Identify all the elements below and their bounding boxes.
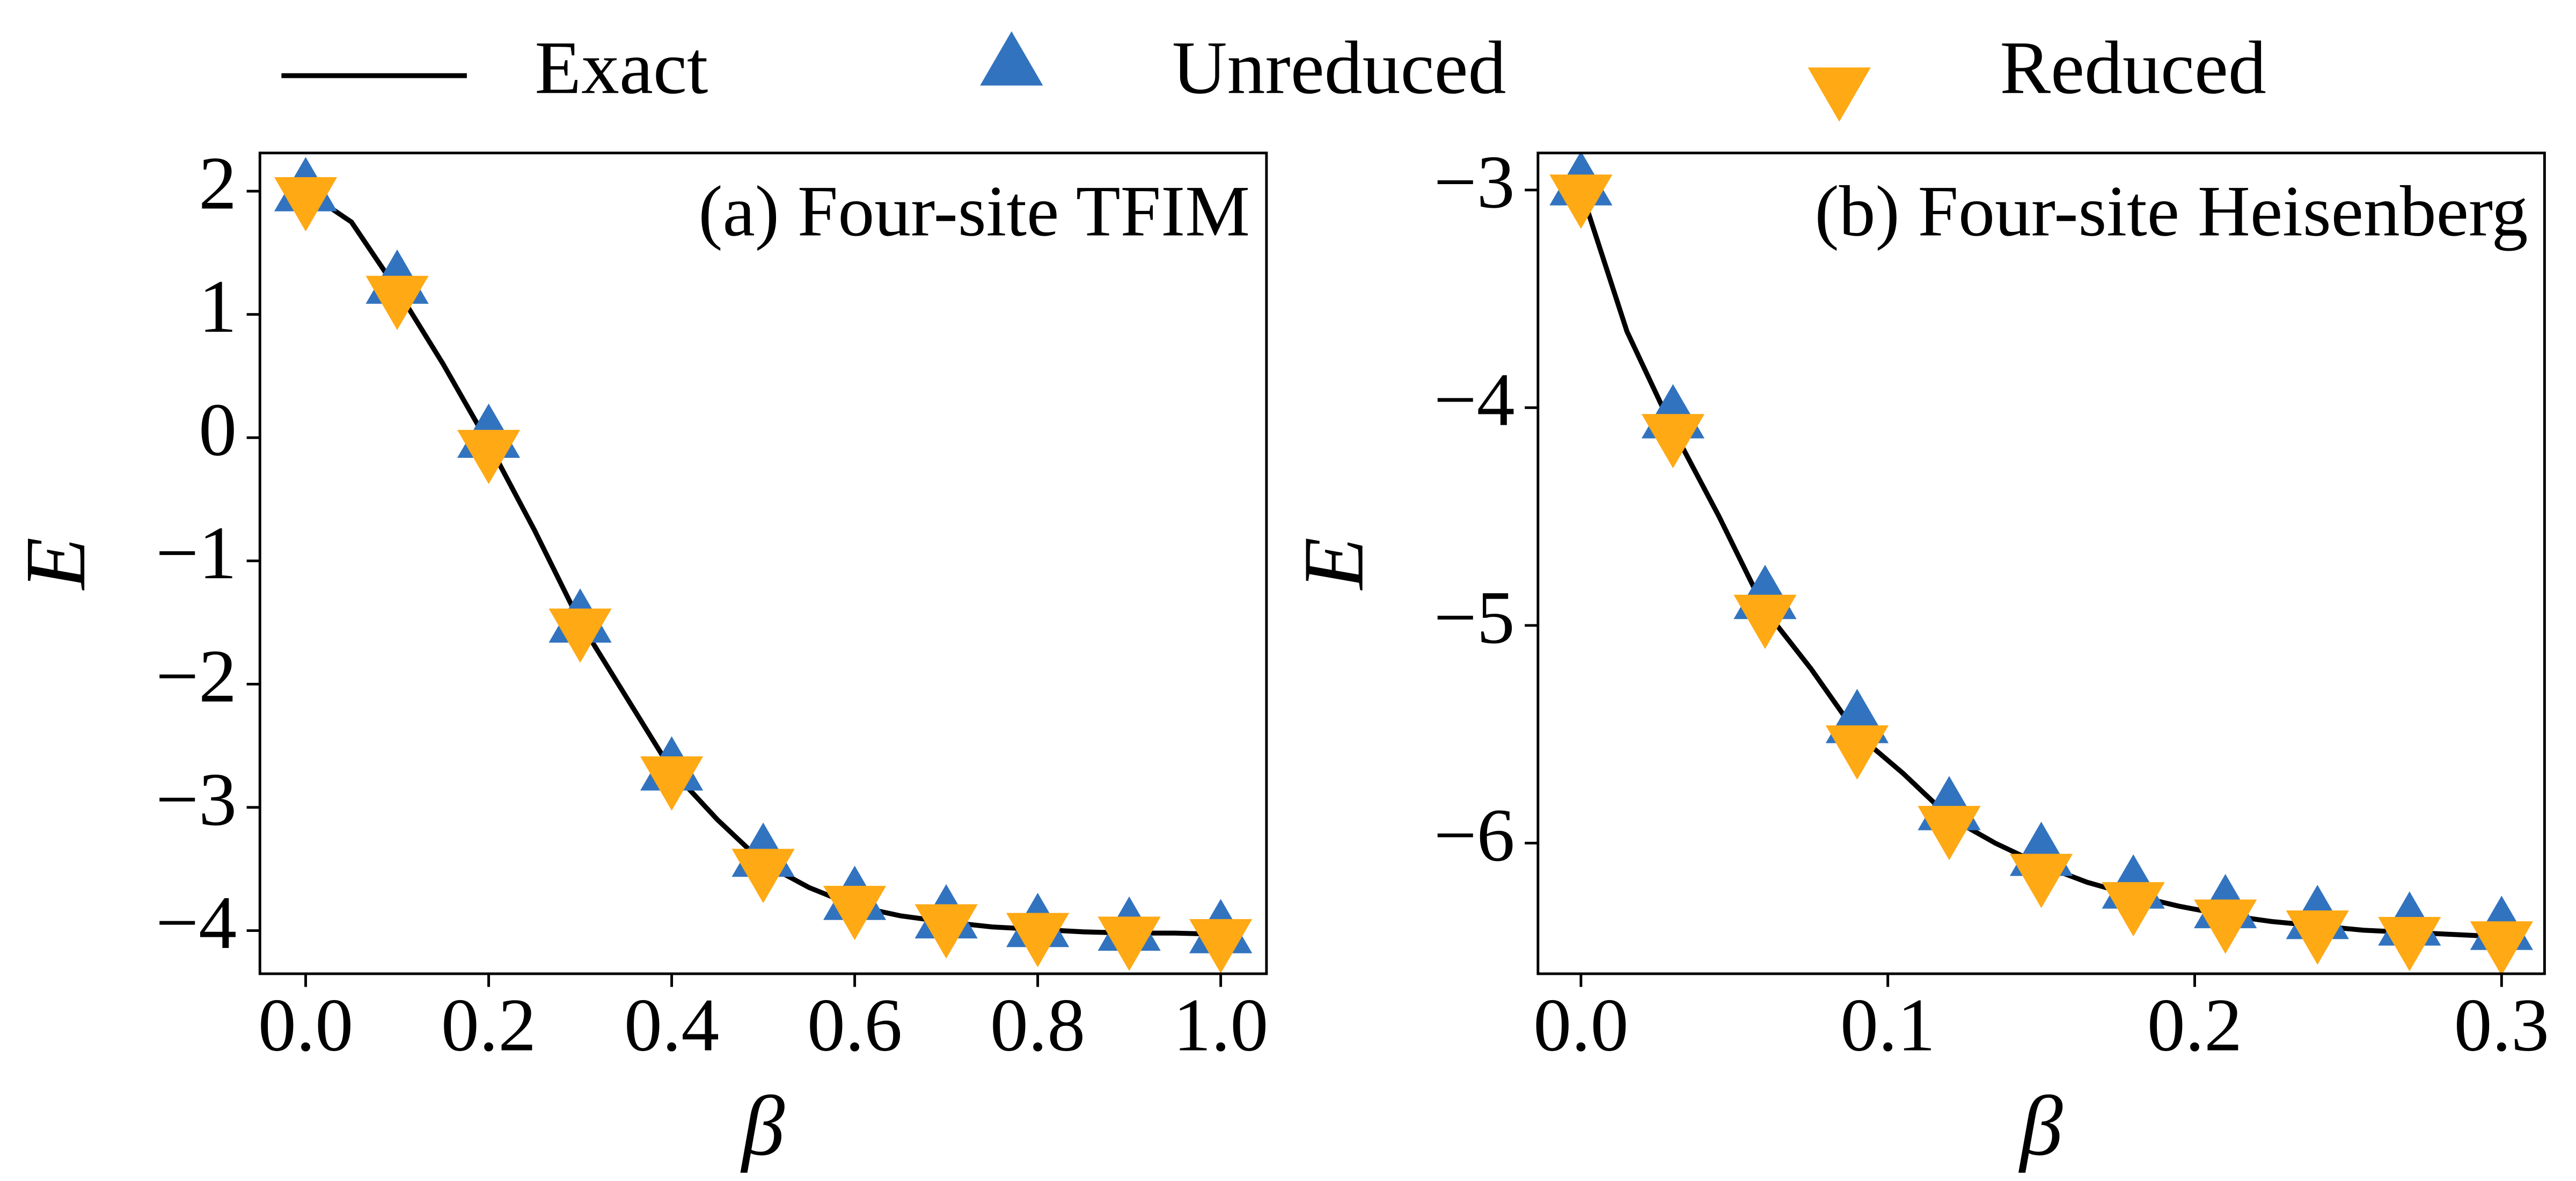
- marker: [1641, 414, 1705, 469]
- marker: [1097, 916, 1161, 971]
- y-axis-label: E: [1286, 537, 1381, 590]
- marker: [1549, 174, 1613, 229]
- marker: [2009, 854, 2073, 908]
- x-tick-label: 0.1: [1840, 983, 1935, 1067]
- axes-frame: [258, 151, 1268, 975]
- y-tick-label: 2: [199, 141, 237, 225]
- marker: [274, 177, 338, 232]
- annotation: (a) Four-site TFIM: [698, 171, 1250, 251]
- y-tick-label: −1: [156, 511, 237, 595]
- legend-marker: [980, 31, 1043, 86]
- plot-area: [274, 157, 1253, 974]
- plot-area: [1549, 152, 2533, 974]
- marker: [1825, 725, 1889, 780]
- x-tick-label: 0.4: [624, 983, 719, 1067]
- marker: [2470, 921, 2533, 974]
- marker: [2378, 917, 2441, 972]
- y-tick-label: 0: [199, 388, 237, 471]
- panel: 0.0 0.2 0.4 0.6 0.8 1.0 2 1 0 −1 −2 −3 −4 β E (a) Four-…: [8, 141, 1269, 1173]
- legend-marker: [1807, 67, 1871, 122]
- marker: [1918, 806, 1981, 861]
- marker: [1733, 594, 1797, 650]
- x-tick-label: 0.3: [2454, 983, 2549, 1067]
- marker: [2194, 899, 2257, 954]
- marker: [2286, 910, 2349, 965]
- x-tick-label: 0.2: [2147, 983, 2242, 1067]
- legend-label: Reduced: [2000, 26, 2266, 110]
- marker: [1006, 913, 1070, 967]
- marker: [2102, 882, 2165, 937]
- x-tick-label: 0.8: [990, 983, 1085, 1067]
- y-tick-label: −5: [1434, 575, 1515, 659]
- x-tick-label: 0.0: [1533, 983, 1628, 1067]
- marker: [914, 904, 978, 959]
- y-tick-label: 1: [199, 264, 237, 348]
- y-tick-label: −3: [156, 757, 237, 841]
- legend: Exact Unreduced Reduced: [281, 26, 2266, 122]
- y-tick-label: −4: [1434, 358, 1515, 441]
- marker: [823, 886, 887, 941]
- marker: [365, 275, 429, 330]
- y-tick-label: −3: [1434, 140, 1515, 224]
- y-tick-label: −2: [156, 634, 237, 718]
- x-axis-label: β: [740, 1078, 785, 1173]
- y-tick-label: −4: [156, 880, 237, 964]
- marker: [731, 849, 795, 903]
- annotation: (b) Four-site Heisenberg: [1814, 171, 2528, 251]
- x-tick-label: 0.2: [441, 983, 536, 1067]
- marker: [457, 429, 521, 484]
- legend-label: Unreduced: [1172, 26, 1506, 110]
- x-tick-label: 0.0: [258, 983, 353, 1067]
- panel: 0.0 0.1 0.2 0.3 −3 −4 −5 −6 β E (b) Four-site Heis…: [1286, 140, 2549, 1173]
- legend-label: Exact: [535, 26, 708, 110]
- x-tick-label: 1.0: [1173, 983, 1268, 1067]
- marker: [640, 756, 704, 811]
- x-tick-label: 0.6: [807, 983, 902, 1067]
- axes-frame: [1536, 151, 2546, 975]
- y-axis-label: E: [8, 537, 104, 590]
- y-tick-label: −6: [1434, 793, 1515, 877]
- marker: [1189, 919, 1253, 974]
- x-axis-label: β: [2018, 1078, 2063, 1173]
- marker: [548, 608, 612, 663]
